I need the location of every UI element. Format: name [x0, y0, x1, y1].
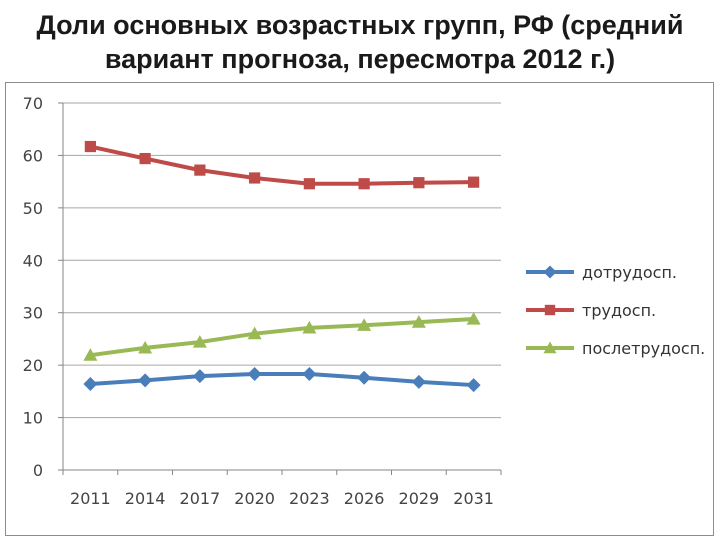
series-2-point — [194, 164, 206, 176]
series-3-point — [411, 315, 426, 328]
x-tick-label: 2017 — [180, 489, 221, 508]
x-tick-label: 2011 — [70, 489, 111, 508]
series-2-point — [84, 140, 96, 153]
series-2-point — [358, 178, 370, 190]
series-1-point — [357, 370, 372, 385]
series-2-point — [303, 178, 315, 190]
series-3-point — [357, 318, 372, 331]
x-tick-label: 2020 — [234, 489, 275, 508]
y-tick-label: 20 — [23, 356, 43, 375]
chart-frame: 0 10 20 30 40 50 60 70 2011 2014 2017 2020 2023 2026 2… — [5, 82, 714, 536]
series-3-point — [466, 312, 481, 325]
x-tick-label: 2026 — [344, 489, 385, 508]
y-tick-label: 40 — [23, 251, 43, 270]
series-1-point — [192, 369, 207, 384]
x-tick-label: 2029 — [399, 489, 440, 508]
slide-title: Доли основных возрастных групп, РФ (сред… — [0, 8, 720, 76]
series-3-point — [247, 326, 262, 340]
y-tick-label: 60 — [23, 146, 43, 165]
series-3-point — [302, 320, 317, 334]
series-3-point — [138, 340, 153, 354]
slide-title-line-2: вариант прогноза, пересмотра 2012 г.) — [104, 44, 616, 74]
series-3-point — [192, 335, 207, 348]
y-tick-label: 0 — [33, 461, 43, 480]
series-1-point — [138, 373, 153, 388]
slide-title-line-1: Доли основных возрастных групп, РФ (сред… — [36, 10, 684, 40]
series-2-point — [468, 176, 480, 188]
legend-marker-1 — [543, 265, 557, 279]
series-line-2 — [89, 144, 474, 186]
x-tick-label: 2014 — [125, 489, 166, 508]
legend-marker-2 — [544, 304, 556, 316]
y-tick-label: 70 — [23, 94, 43, 113]
legend-marker-3 — [543, 341, 557, 354]
series-1-point — [247, 367, 262, 382]
series-line-1 — [90, 372, 474, 388]
legend-label-3: послетрудосп. — [582, 339, 705, 358]
y-tick-label: 10 — [23, 409, 43, 428]
series-1-point — [302, 367, 317, 382]
series-2-point — [139, 152, 151, 165]
series-line-3 — [90, 317, 474, 358]
x-tick-label: 2031 — [453, 489, 494, 508]
x-tick-label: 2023 — [289, 489, 330, 508]
y-tick-label: 30 — [23, 304, 43, 323]
series-2-point — [249, 172, 261, 184]
series-1-point — [466, 378, 481, 393]
y-tick-label: 50 — [23, 199, 43, 218]
line-chart: 0 10 20 30 40 50 60 70 2011 2014 2017 2020 2023 2026 2… — [23, 94, 706, 508]
series-3-point — [83, 348, 98, 361]
series-1-point — [83, 377, 98, 392]
legend-label-2: трудосп. — [582, 301, 656, 320]
legend-label-1: дотрудосп. — [582, 263, 677, 282]
series-2-point — [413, 177, 425, 189]
series-1-point — [411, 374, 426, 389]
